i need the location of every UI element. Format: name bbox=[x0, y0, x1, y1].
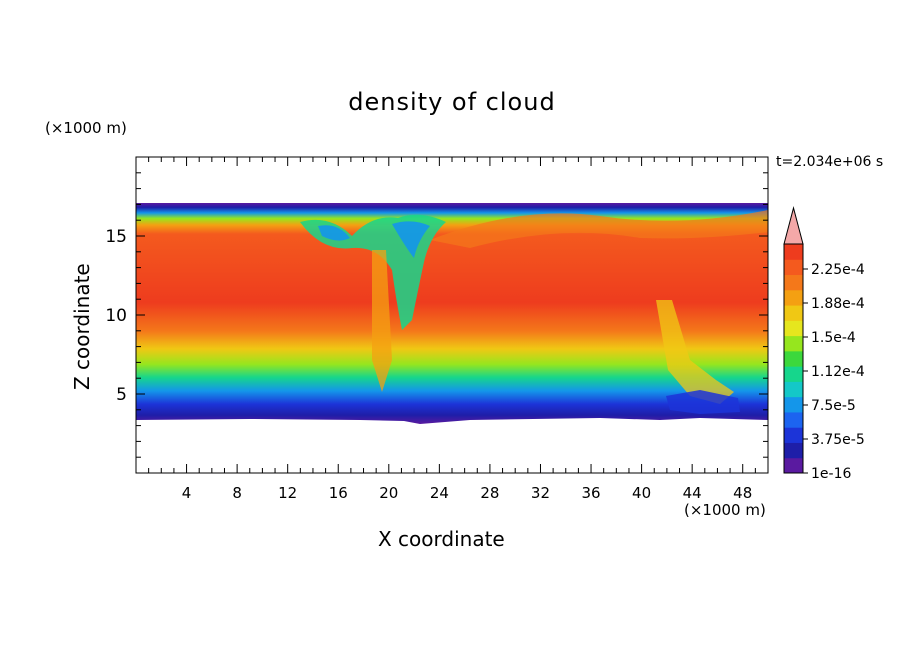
colorbar-label: 1.5e-4 bbox=[811, 330, 856, 346]
x-tick-label: 32 bbox=[531, 484, 550, 502]
plume-core bbox=[318, 221, 430, 258]
colorbar-label: 3.75e-5 bbox=[811, 432, 865, 448]
colorbar-band bbox=[784, 396, 803, 413]
colorbar-band bbox=[784, 335, 803, 352]
x-tick-label: 16 bbox=[329, 484, 348, 502]
colorbar-band bbox=[784, 320, 803, 337]
x-axis-ticks: 4 8 12 16 20 24 28 32 36 40 44 48 bbox=[148, 157, 756, 502]
x-tick-label: 12 bbox=[278, 484, 297, 502]
colorbar-label: 2.25e-4 bbox=[811, 262, 865, 278]
colorbar-label: 1.88e-4 bbox=[811, 296, 865, 312]
x-tick-label: 4 bbox=[182, 484, 192, 502]
colorbar-band bbox=[784, 442, 803, 459]
colorbar-extend-max bbox=[783, 206, 804, 245]
y-axis-ticks: 5 10 15 bbox=[105, 172, 768, 458]
colorbar-band bbox=[784, 274, 803, 291]
colorbar-band bbox=[784, 289, 803, 306]
y-tick-label: 5 bbox=[116, 385, 127, 405]
x-tick-label: 40 bbox=[632, 484, 651, 502]
cloud-field bbox=[136, 203, 768, 424]
x-tick-label: 20 bbox=[379, 484, 398, 502]
colorbar-label: 1.12e-4 bbox=[811, 364, 865, 380]
plume-right-base bbox=[666, 390, 740, 414]
time-label: t=2.034e+06 s bbox=[776, 154, 884, 170]
x-axis-label: X coordinate bbox=[378, 527, 505, 551]
plume-right bbox=[656, 300, 734, 404]
plume-stem bbox=[372, 250, 392, 392]
colorbar-band bbox=[784, 366, 803, 382]
x-tick-label: 48 bbox=[733, 484, 752, 502]
colorbar-band bbox=[784, 457, 803, 474]
x-tick-label: 8 bbox=[232, 484, 242, 502]
x-tick-label: 24 bbox=[430, 484, 449, 502]
x-tick-label: 28 bbox=[480, 484, 499, 502]
z-axis-unit: (×1000 m) bbox=[45, 119, 127, 137]
colorbar-band bbox=[784, 305, 803, 321]
colorbar-label: 7.5e-5 bbox=[811, 398, 856, 414]
y-tick-label: 15 bbox=[105, 227, 127, 247]
cloud-top-right bbox=[430, 210, 768, 248]
colorbar-frame bbox=[783, 243, 804, 474]
colorbar-band bbox=[784, 381, 803, 398]
colorbar: 2.25e-4 1.88e-4 1.5e-4 1.12e-4 7.5e-5 3.75e-5… bbox=[783, 206, 865, 482]
x-tick-label: 36 bbox=[581, 484, 600, 502]
colorbar-band bbox=[784, 411, 803, 428]
colorbar-band bbox=[784, 259, 803, 276]
x-axis-unit: (×1000 m) bbox=[684, 501, 766, 519]
y-tick-label: 10 bbox=[105, 306, 127, 326]
x-tick-label: 44 bbox=[683, 484, 702, 502]
colorbar-label: 1e-16 bbox=[811, 466, 851, 482]
colorbar-band bbox=[784, 244, 803, 260]
colorbar-band bbox=[784, 350, 803, 367]
colorbar-band bbox=[784, 427, 803, 443]
chart-title: density of cloud bbox=[348, 88, 556, 116]
